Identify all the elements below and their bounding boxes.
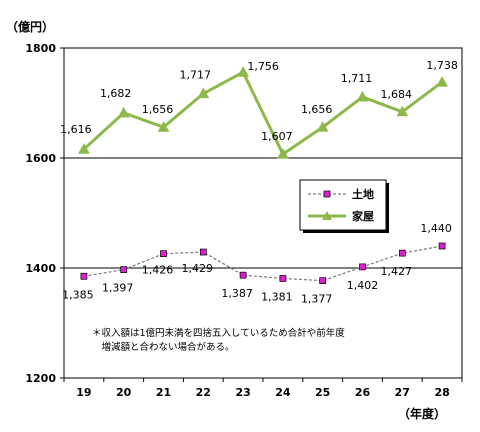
data-point [279,275,287,282]
annotation-line: 増減額と合わない場合がある。 [92,341,235,353]
y-unit-label: （億円） [6,19,54,34]
data-point [197,87,210,99]
data-point [398,249,406,257]
annotation: ＊収入額は1億円未満を四捨五入しているため合計や前年度 増減額と合わない場合があ… [92,327,345,353]
data-label: 1,377 [301,293,333,306]
data-label: 1,607 [261,130,293,143]
series-line [83,245,443,282]
data-label: 1,756 [247,60,279,73]
legend-label: 家屋 [352,209,374,223]
x-tick-label: 19 [76,386,91,399]
data-label: 1,427 [381,265,413,278]
data-point [120,266,128,273]
x-tick-label: 20 [116,386,132,399]
data-point [319,277,327,284]
legend-box [299,179,387,231]
data-label: 1,656 [142,103,174,116]
data-label: 1,387 [221,287,253,300]
x-unit-label: （年度） [398,406,446,421]
y-tick-label: 1400 [25,262,56,275]
data-point [199,248,207,256]
data-point [239,271,247,279]
data-point [157,121,170,132]
data-point [277,148,289,159]
x-tick-label: 26 [355,386,371,399]
data-label: 1,738 [426,59,458,72]
x-tick-label: 24 [275,386,291,399]
data-label: 1,440 [420,222,452,235]
legend-label: 土地 [352,187,374,201]
data-point [160,250,167,258]
data-label: 1,684 [381,88,413,101]
series-group: 1,616 1,682 1,656 1,717 1,756 1,607 1,656 1,711… [60,59,458,306]
data-point [117,106,130,118]
data-label: 1,385 [62,288,94,301]
x-tick-label: 28 [434,386,449,399]
y-tick-label: 1200 [25,372,56,385]
x-tick-label: 27 [395,386,410,399]
data-point [316,121,329,132]
data-label: 1,429 [182,262,214,275]
data-label: 1,656 [301,103,333,116]
data-label: 1,717 [180,69,212,82]
x-tick-label: 21 [156,386,171,399]
data-point [356,90,369,102]
x-tick-label: 25 [315,386,330,399]
axes: 1200 1400 1600 1800 19 20 21 22 23 24 25 26 27 28 [25,42,463,399]
data-label: 1,426 [142,264,174,277]
x-tick-label: 22 [196,386,211,399]
data-label: 1,381 [261,290,293,303]
data-point [80,272,88,280]
annotation-line: ＊収入額は1億円未満を四捨五入しているため合計や前年度 [92,327,345,339]
y-tick-label: 1600 [25,152,56,165]
data-point [436,76,448,87]
series-line [82,70,443,157]
series-tochi: 1,385 1,397 1,426 1,429 1,387 1,381 1,377 1,402… [62,222,452,306]
data-point [438,242,446,250]
data-label: 1,397 [102,282,134,295]
data-label: 1,711 [341,72,373,85]
series-kaoku: 1,616 1,682 1,656 1,717 1,756 1,607 1,656 1,711… [60,59,458,159]
gridlines [64,157,462,269]
data-label: 1,616 [60,123,92,136]
x-tick-label: 23 [235,386,250,399]
y-tick-label: 1800 [25,42,56,55]
legend-marker [323,190,331,198]
legend-marker [322,211,332,220]
data-point [237,66,249,77]
data-point [359,263,366,271]
data-point [78,143,90,154]
data-label: 1,402 [347,279,379,292]
data-point [396,105,409,117]
data-label: 1,682 [100,87,132,100]
